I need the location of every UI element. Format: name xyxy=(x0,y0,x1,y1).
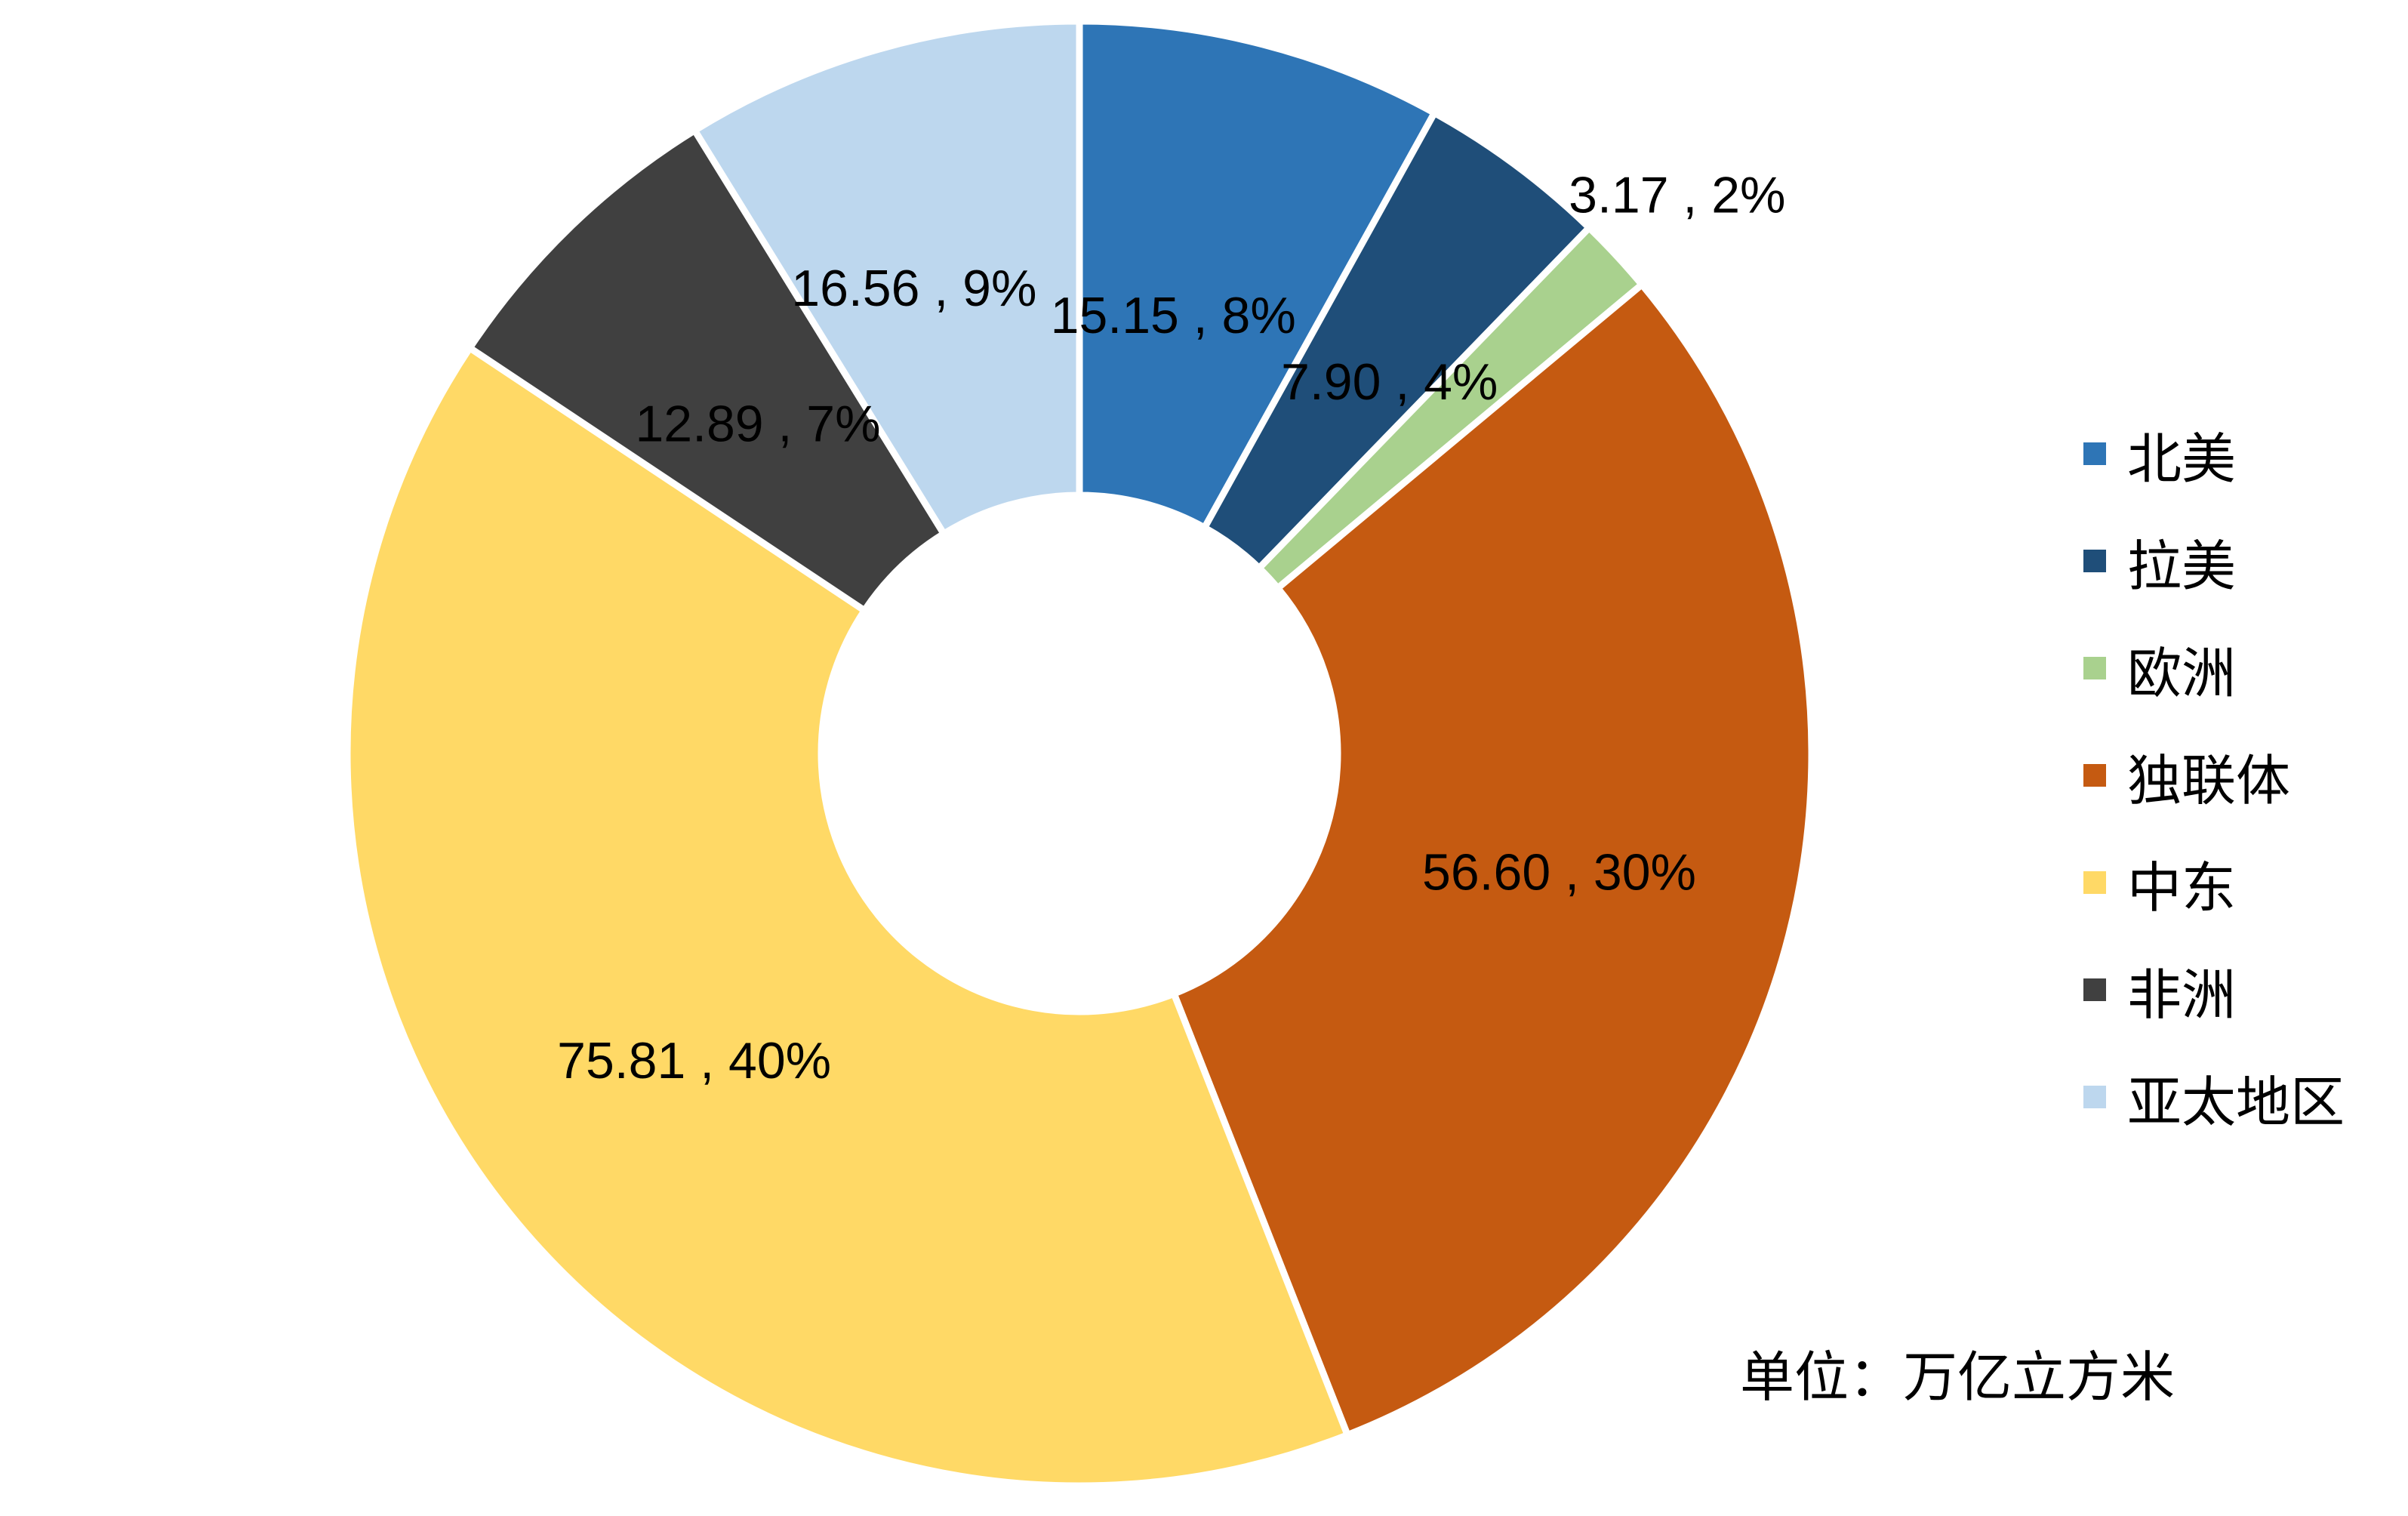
data-label-latin-america: 7.90 , 4% xyxy=(1281,353,1498,411)
legend-label-middle-east: 中东 xyxy=(2127,855,2237,920)
legend-item-cis: 独联体 xyxy=(2083,722,2345,829)
legend-item-europe: 欧洲 xyxy=(2083,615,2345,722)
slice-north-america xyxy=(1076,17,1440,532)
legend-label-asia-pacific: 亚太地区 xyxy=(2127,1070,2345,1134)
legend-swatch-africa xyxy=(2083,978,2106,1001)
data-label-middle-east: 75.81 , 40% xyxy=(557,1032,831,1089)
legend-swatch-europe xyxy=(2083,657,2106,679)
data-label-north-america: 15.15 , 8% xyxy=(1051,287,1296,344)
slice-asia-pacific xyxy=(690,17,1083,539)
legend-swatch-middle-east xyxy=(2083,871,2106,894)
legend-item-latin-america: 拉美 xyxy=(2083,507,2345,615)
slice-africa xyxy=(465,125,949,615)
slice-middle-east xyxy=(343,343,1352,1490)
legend: 北美 拉美 欧洲 独联体 中东 非洲 亚太地区 xyxy=(2083,400,2345,1151)
data-label-europe: 3.17 , 2% xyxy=(1569,167,1785,224)
legend-item-africa: 非洲 xyxy=(2083,936,2345,1043)
data-label-cis: 56.60 , 30% xyxy=(1422,844,1696,901)
data-label-asia-pacific: 16.56 , 9% xyxy=(791,260,1036,317)
legend-item-north-america: 北美 xyxy=(2083,400,2345,507)
legend-item-middle-east: 中东 xyxy=(2083,829,2345,936)
labels-group: 15.15 , 8% 7.90 , 4% 3.17 , 2% 56.60 , 30% 7… xyxy=(557,167,1785,1090)
data-label-africa: 12.89 , 7% xyxy=(635,395,880,452)
legend-swatch-north-america xyxy=(2083,442,2106,465)
legend-swatch-asia-pacific xyxy=(2083,1086,2106,1108)
legend-label-europe: 欧洲 xyxy=(2127,641,2237,705)
legend-label-africa: 非洲 xyxy=(2127,963,2237,1027)
unit-note: 单位：万亿立方米 xyxy=(1740,1345,2176,1409)
legend-label-latin-america: 拉美 xyxy=(2127,534,2237,598)
slice-cis xyxy=(1169,279,1815,1440)
legend-swatch-latin-america xyxy=(2083,550,2106,572)
legend-swatch-cis xyxy=(2083,764,2106,787)
legend-label-north-america: 北美 xyxy=(2127,427,2237,491)
legend-item-asia-pacific: 亚太地区 xyxy=(2083,1043,2345,1151)
legend-label-cis: 独联体 xyxy=(2127,748,2291,812)
slices-group xyxy=(343,17,1815,1490)
